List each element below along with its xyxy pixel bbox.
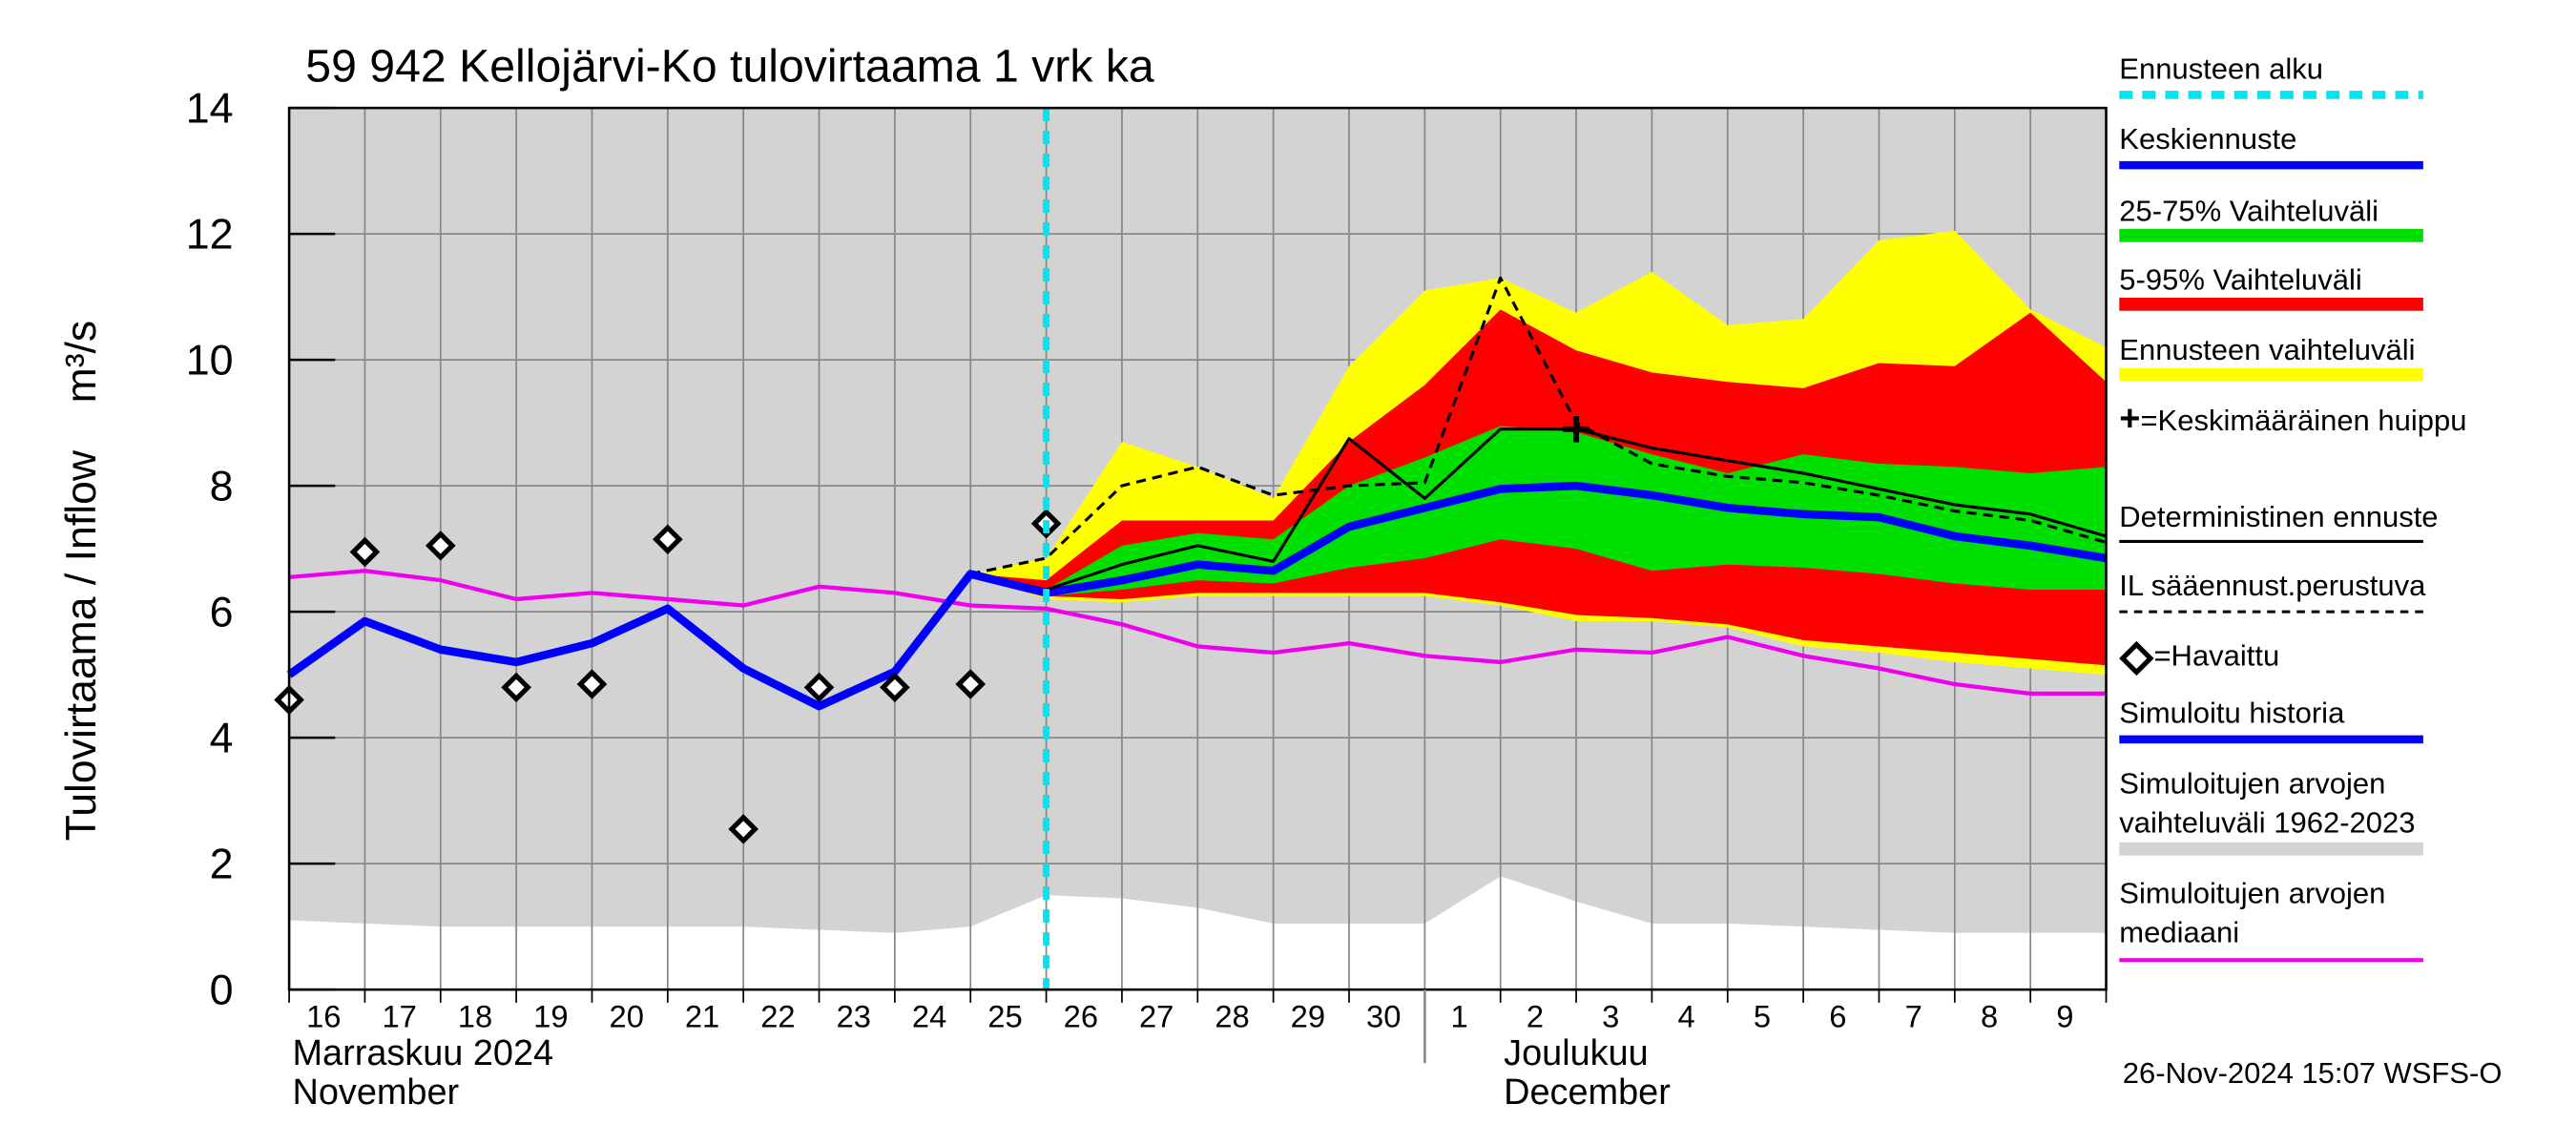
- diamond-marker: [880, 672, 910, 703]
- legend-label: IL sääennust.perustuva: [2119, 569, 2426, 602]
- legend-text: Deterministinen ennuste: [2119, 497, 2500, 536]
- x-tick-label: 17: [382, 999, 416, 1034]
- plus-marker: [1563, 416, 1589, 443]
- legend-text: 5-95% Vaihteluväli: [2119, 260, 2500, 300]
- x-tick-label: 4: [1678, 999, 1695, 1034]
- y-axis-label: Tulovirtaama / Inflow m³/s: [58, 321, 105, 842]
- x-tick-label: 8: [1981, 999, 1998, 1034]
- legend-entry: Ennusteen alku: [2119, 49, 2500, 88]
- x-tick-label: 21: [685, 999, 719, 1034]
- x-tick-label: 20: [610, 999, 644, 1034]
- y-tick-label: 6: [210, 590, 234, 636]
- line: [1045, 481, 2108, 597]
- line: [969, 276, 2107, 576]
- y-tick-label: 4: [210, 716, 234, 762]
- y-tick-label: 0: [210, 968, 234, 1014]
- x-tick-label: 7: [1905, 999, 1922, 1034]
- y-tick-label: 10: [186, 338, 234, 385]
- x-tick-label: 27: [1139, 999, 1174, 1034]
- diamond-marker: [501, 672, 531, 703]
- legend-entry: 25-75% Vaihteluväli: [2119, 192, 2500, 231]
- y-tick-label: 2: [210, 842, 234, 888]
- legend-text: IL sääennust.perustuva: [2119, 566, 2500, 605]
- x-tick-label: 24: [912, 999, 946, 1034]
- legend-entry: Simuloitu historia: [2119, 694, 2500, 733]
- legend-entry: Ennusteen vaihteluväli: [2119, 330, 2500, 369]
- legend-text: Ennusteen alku: [2119, 49, 2500, 88]
- month-label: Joulukuu: [1504, 1033, 1649, 1073]
- footer: 26-Nov-2024 15:07 WSFS-O: [2123, 1056, 2503, 1090]
- x-tick-label: 25: [987, 999, 1022, 1034]
- legend-label: 25-75% Vaihteluväli: [2119, 195, 2379, 228]
- diamond-marker: [955, 669, 987, 699]
- legend-entry: =Havaittu: [2119, 636, 2500, 676]
- band: [970, 426, 2107, 596]
- legend-entry: Simuloitujen arvojen mediaani: [2119, 873, 2500, 951]
- legend-text: Simuloitujen arvojen mediaani: [2119, 873, 2500, 951]
- y-tick-label: 12: [186, 212, 234, 259]
- legend-label: 5-95% Vaihteluväli: [2119, 263, 2362, 297]
- x-tick-label: 30: [1366, 999, 1401, 1034]
- legend-label: =Havaittu: [2153, 639, 2280, 673]
- x-tick-label: 28: [1215, 999, 1249, 1034]
- x-tick-label: 22: [760, 999, 795, 1034]
- legend-label: Simuloitujen arvojen vaihteluväli 1962-2…: [2119, 767, 2416, 840]
- diamond-marker: [652, 524, 683, 555]
- x-tick-label: 29: [1291, 999, 1325, 1034]
- chart-title: 59 942 Kellojärvi-Ko tulovirtaama 1 vrk …: [305, 41, 1154, 93]
- legend-text: =Havaittu: [2119, 636, 2500, 676]
- legend-label: Keskiennuste: [2119, 122, 2297, 156]
- x-tick-label: 23: [837, 999, 871, 1034]
- x-tick-label: 1: [1450, 999, 1467, 1034]
- x-tick-label: 18: [458, 999, 492, 1034]
- diamond-marker: [728, 814, 759, 844]
- line: [288, 569, 2107, 697]
- month-label: December: [1504, 1072, 1671, 1113]
- legend-label: Ennusteen vaihteluväli: [2119, 333, 2416, 366]
- x-tick-label: 5: [1754, 999, 1771, 1034]
- legend-entry: Deterministinen ennuste: [2119, 497, 2500, 536]
- legend-icon: [2119, 640, 2154, 676]
- x-tick-label: 16: [306, 999, 341, 1034]
- line: [969, 427, 2107, 592]
- legend-text: +=Keskimääräinen huippu: [2119, 401, 2500, 440]
- legend-entry: IL sääennust.perustuva: [2119, 566, 2500, 605]
- legend-entry: +=Keskimääräinen huippu: [2119, 401, 2500, 440]
- legend-text: Simuloitu historia: [2119, 694, 2500, 733]
- y-tick-label: 8: [210, 464, 234, 510]
- month-label: Marraskuu 2024: [293, 1033, 554, 1073]
- diamond-marker: [576, 669, 608, 699]
- x-tick-label: 26: [1064, 999, 1098, 1034]
- legend-text: Keskiennuste: [2119, 119, 2500, 158]
- legend-label: =Keskimääräinen huippu: [2140, 404, 2467, 437]
- legend-label: Simuloitujen arvojen mediaani: [2119, 876, 2386, 949]
- legend-text: 25-75% Vaihteluväli: [2119, 192, 2500, 231]
- legend-entry: Simuloitujen arvojen vaihteluväli 1962-2…: [2119, 764, 2500, 843]
- line: [286, 570, 1048, 711]
- legend-entry: 5-95% Vaihteluväli: [2119, 260, 2500, 300]
- x-tick-label: 6: [1829, 999, 1846, 1034]
- diamond-marker: [349, 536, 381, 568]
- month-label: November: [293, 1072, 460, 1113]
- y-tick-label: 14: [186, 86, 234, 133]
- x-tick-label: 9: [2056, 999, 2073, 1034]
- x-tick-label: 2: [1527, 999, 1544, 1034]
- legend-icon: +: [2119, 401, 2141, 439]
- x-tick-label: 19: [533, 999, 568, 1034]
- legend-label: Deterministinen ennuste: [2119, 500, 2439, 533]
- legend-label: Simuloitu historia: [2119, 697, 2345, 730]
- legend-label: Ennusteen alku: [2119, 52, 2323, 86]
- diamond-marker: [803, 672, 835, 703]
- legend-text: Simuloitujen arvojen vaihteluväli 1962-2…: [2119, 764, 2500, 843]
- diamond-marker: [425, 531, 456, 561]
- legend-text: Ennusteen vaihteluväli: [2119, 330, 2500, 369]
- x-tick-label: 3: [1602, 999, 1619, 1034]
- legend-entry: Keskiennuste: [2119, 119, 2500, 158]
